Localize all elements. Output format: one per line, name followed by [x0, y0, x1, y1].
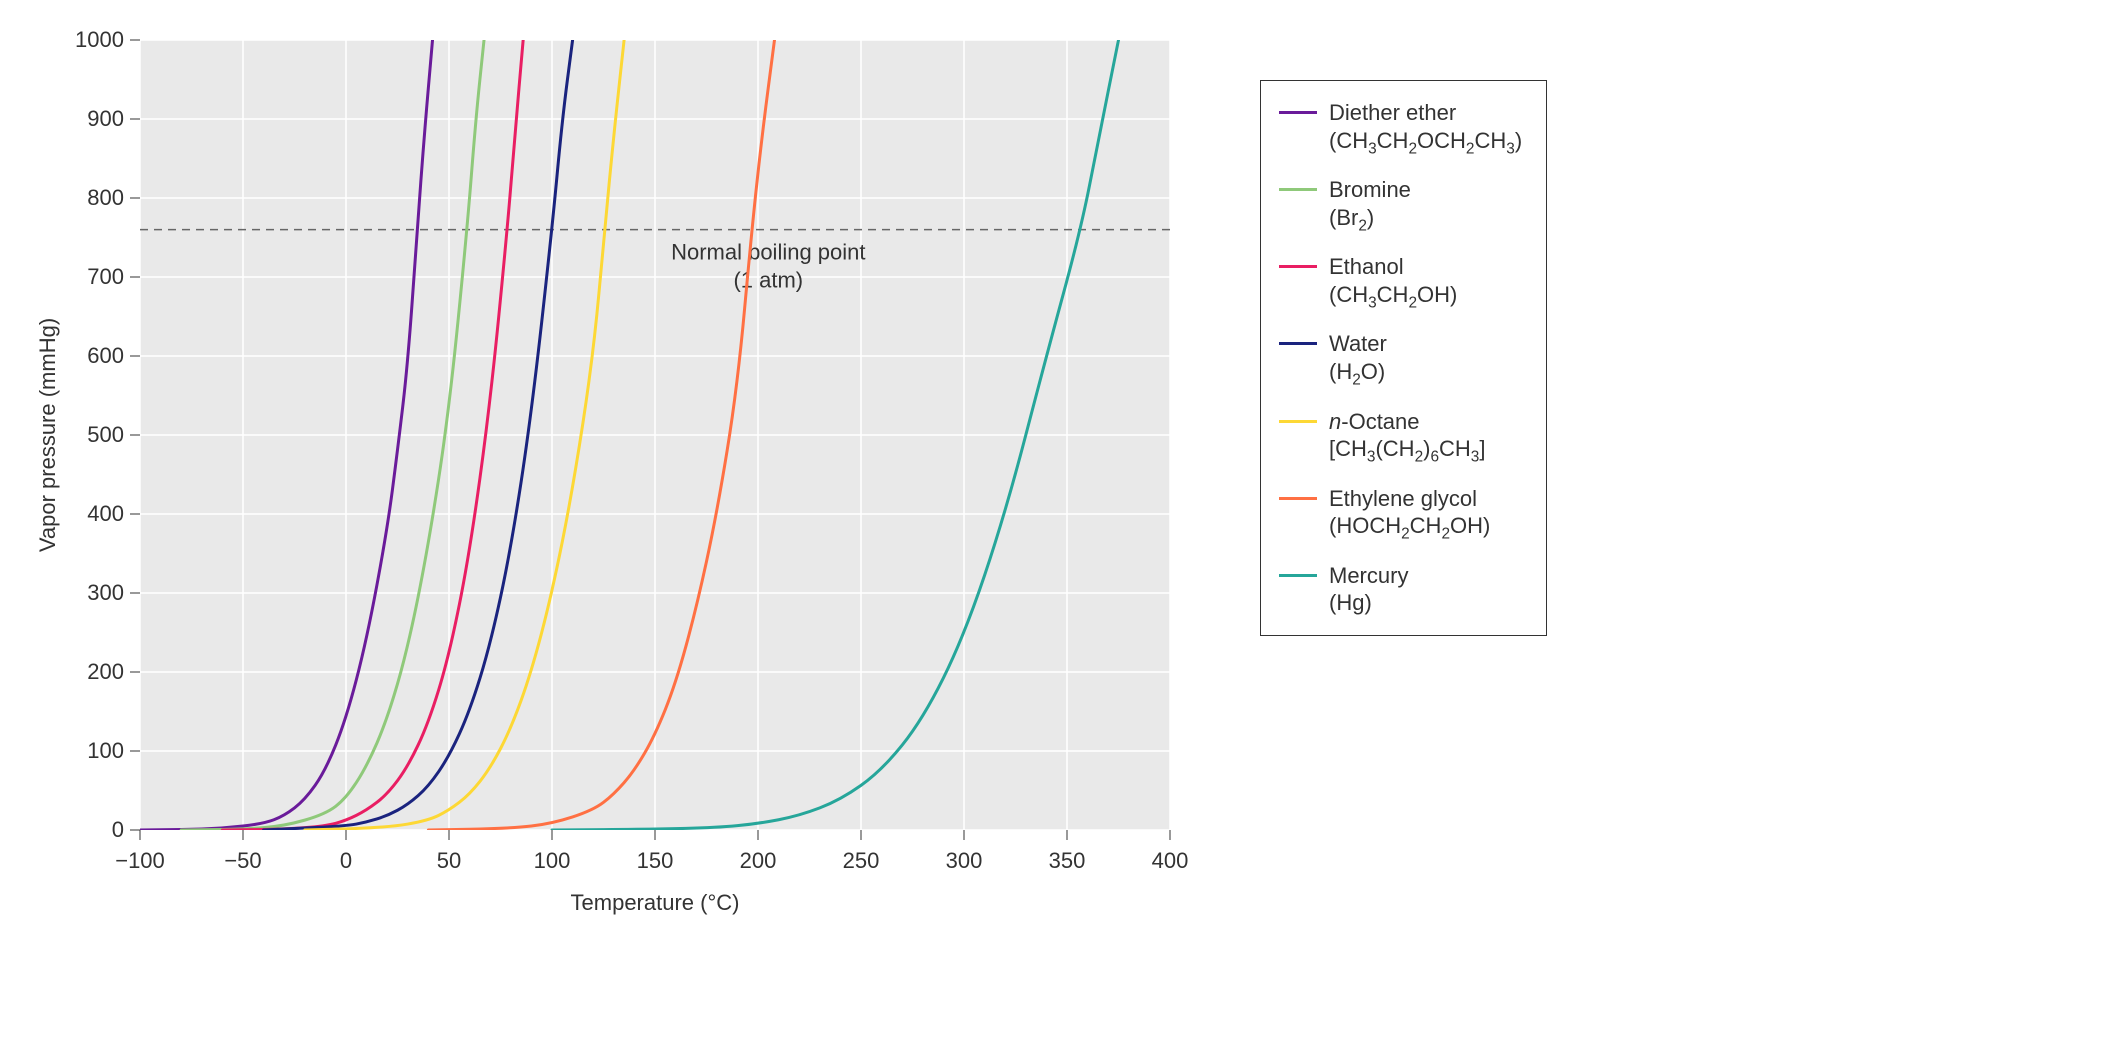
legend-label: Ethanol(CH3CH2OH) — [1329, 253, 1457, 312]
legend-swatch — [1279, 188, 1317, 191]
legend-swatch — [1279, 342, 1317, 345]
legend-item: n-Octane[CH3(CH2)6CH3] — [1279, 408, 1522, 467]
svg-text:100: 100 — [87, 738, 124, 763]
legend-label: Water(H2O) — [1329, 330, 1387, 389]
legend-item: Diether ether(CH3CH2OCH2CH3) — [1279, 99, 1522, 158]
svg-text:800: 800 — [87, 185, 124, 210]
svg-text:250: 250 — [843, 848, 880, 873]
svg-text:300: 300 — [946, 848, 983, 873]
legend-item: Mercury(Hg) — [1279, 562, 1522, 617]
svg-text:−100: −100 — [115, 848, 165, 873]
svg-text:(1 atm): (1 atm) — [733, 268, 803, 293]
svg-text:100: 100 — [534, 848, 571, 873]
vapor-pressure-chart: Normal boiling point (1 atm) −100 −50 0 50 100… — [20, 20, 1220, 940]
svg-text:200: 200 — [740, 848, 777, 873]
svg-text:400: 400 — [87, 501, 124, 526]
legend-label: n-Octane[CH3(CH2)6CH3] — [1329, 408, 1485, 467]
svg-text:600: 600 — [87, 343, 124, 368]
legend-item: Ethanol(CH3CH2OH) — [1279, 253, 1522, 312]
legend-swatch — [1279, 420, 1317, 423]
legend-swatch — [1279, 574, 1317, 577]
legend-item: Ethylene glycol(HOCH2CH2OH) — [1279, 485, 1522, 544]
legend: Diether ether(CH3CH2OCH2CH3) Bromine(Br2)… — [1260, 80, 1547, 636]
svg-text:Vapor pressure (mmHg): Vapor pressure (mmHg) — [35, 318, 60, 552]
svg-text:200: 200 — [87, 659, 124, 684]
svg-text:700: 700 — [87, 264, 124, 289]
legend-item: Water(H2O) — [1279, 330, 1522, 389]
svg-text:50: 50 — [437, 848, 461, 873]
svg-text:Temperature (°C): Temperature (°C) — [571, 890, 740, 915]
svg-text:150: 150 — [637, 848, 674, 873]
legend-swatch — [1279, 497, 1317, 500]
svg-text:Normal boiling point: Normal boiling point — [671, 240, 865, 265]
legend-label: Ethylene glycol(HOCH2CH2OH) — [1329, 485, 1490, 544]
legend-label: Mercury(Hg) — [1329, 562, 1408, 617]
legend-swatch — [1279, 265, 1317, 268]
svg-text:350: 350 — [1049, 848, 1086, 873]
legend-label: Diether ether(CH3CH2OCH2CH3) — [1329, 99, 1522, 158]
chart-container: Normal boiling point (1 atm) −100 −50 0 50 100… — [20, 20, 2099, 945]
svg-text:900: 900 — [87, 106, 124, 131]
svg-text:0: 0 — [340, 848, 352, 873]
svg-text:0: 0 — [112, 817, 124, 842]
legend-item: Bromine(Br2) — [1279, 176, 1522, 235]
svg-text:1000: 1000 — [75, 27, 124, 52]
chart-area: Normal boiling point (1 atm) −100 −50 0 50 100… — [20, 20, 1220, 945]
svg-text:−50: −50 — [224, 848, 261, 873]
legend-swatch — [1279, 111, 1317, 114]
legend-label: Bromine(Br2) — [1329, 176, 1411, 235]
svg-text:300: 300 — [87, 580, 124, 605]
svg-text:400: 400 — [1152, 848, 1189, 873]
svg-text:500: 500 — [87, 422, 124, 447]
